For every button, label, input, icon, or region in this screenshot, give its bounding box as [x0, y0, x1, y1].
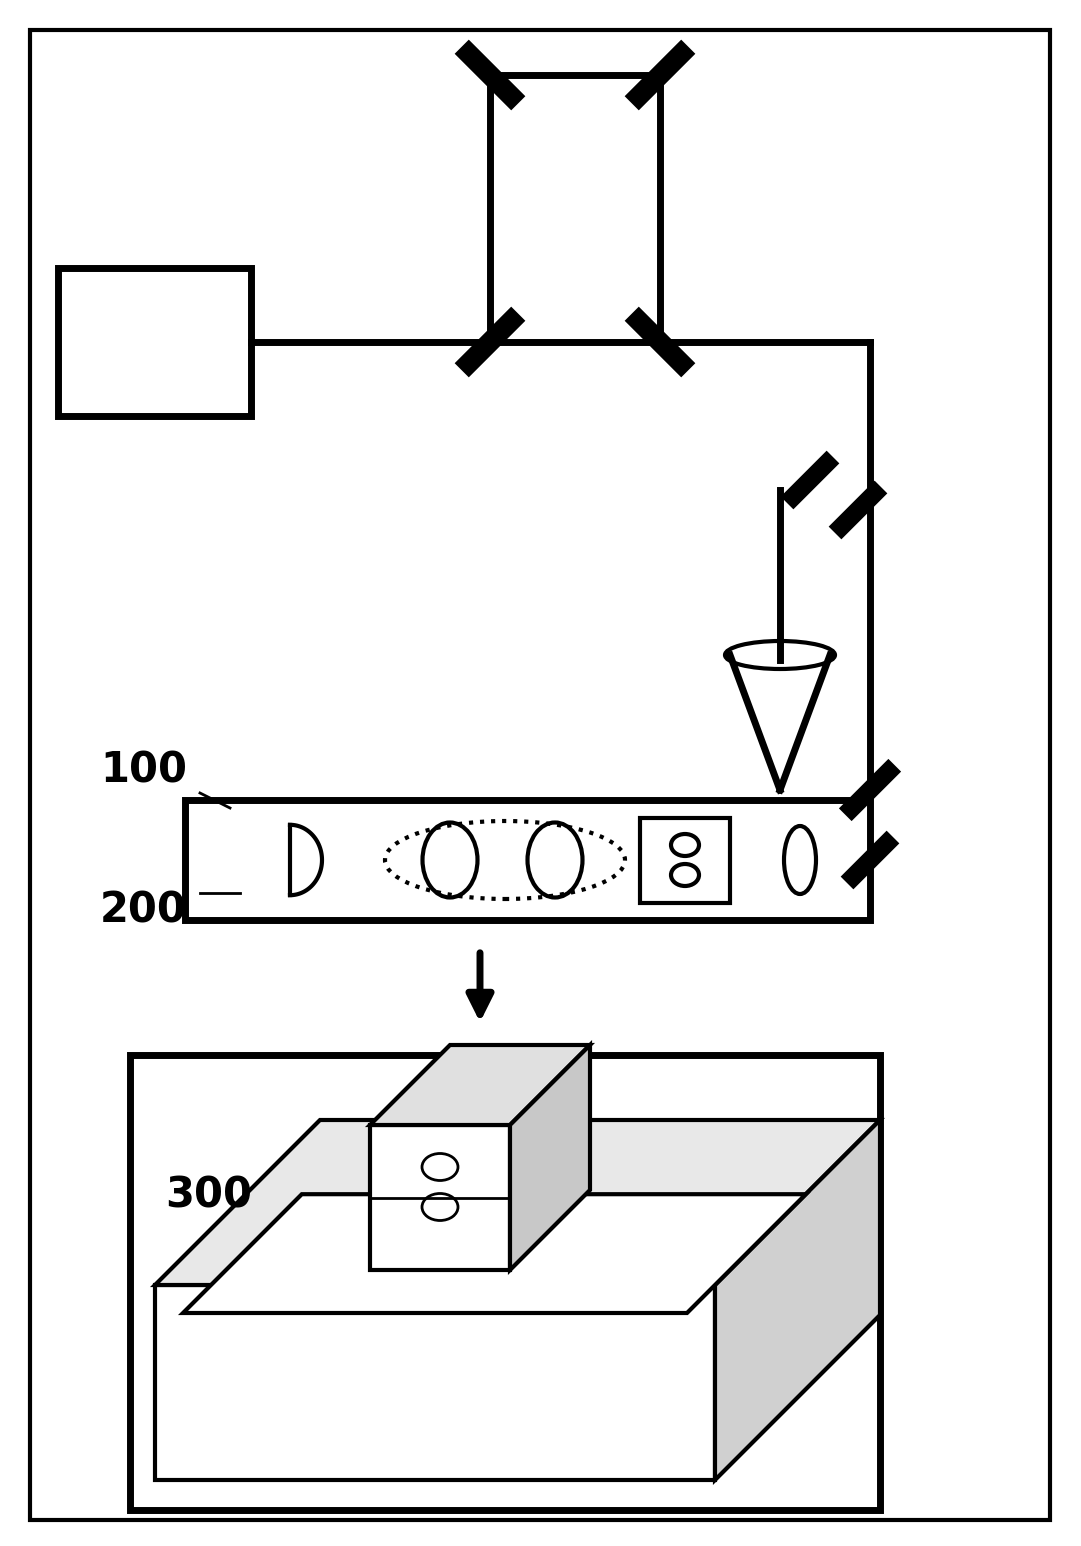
Bar [370, 1125, 510, 1269]
Bar [640, 818, 730, 903]
Polygon shape [455, 306, 525, 377]
Polygon shape [780, 450, 839, 509]
Bar [155, 1285, 715, 1480]
Text: 100: 100 [101, 748, 187, 792]
Polygon shape [625, 40, 695, 110]
Bar [130, 1054, 880, 1510]
Polygon shape [715, 1119, 880, 1480]
Polygon shape [183, 1194, 805, 1313]
Polygon shape [841, 830, 899, 889]
Polygon shape [455, 40, 525, 110]
Polygon shape [510, 1045, 590, 1269]
Polygon shape [155, 1119, 880, 1285]
Bar [58, 267, 251, 416]
Text: 200: 200 [101, 889, 187, 931]
Polygon shape [370, 1045, 590, 1125]
Bar [185, 799, 870, 920]
Polygon shape [829, 481, 888, 540]
Polygon shape [625, 306, 695, 377]
Polygon shape [839, 759, 902, 821]
Text: 300: 300 [165, 1173, 252, 1217]
